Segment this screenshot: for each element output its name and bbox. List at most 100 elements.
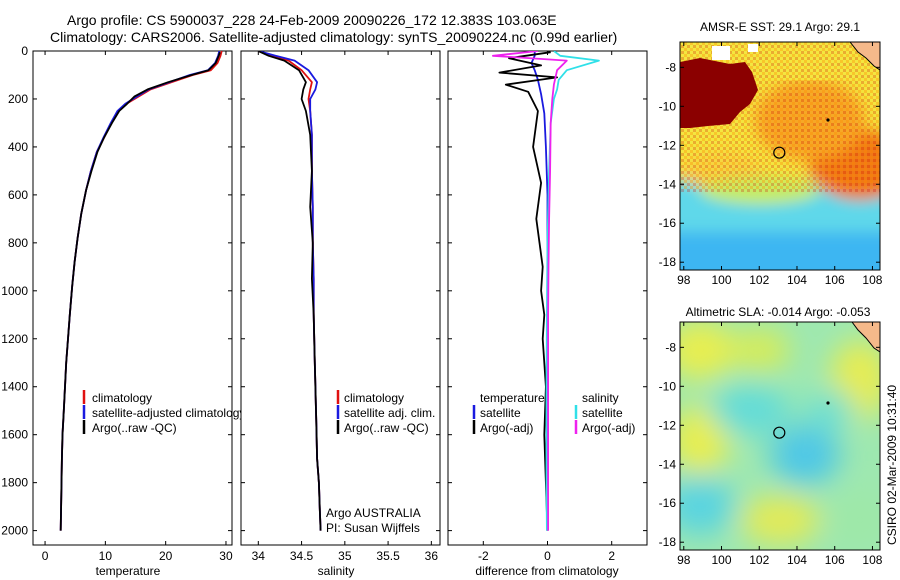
- map-x-tick-label: 100: [711, 553, 731, 567]
- salinity-axes-frame: [240, 50, 441, 546]
- sla-map-panel: Altimetric SLA: -0.014 Argo: -0.053 98 10…: [659, 305, 883, 567]
- salinity-panel: 34 34.5 35 35.5 36 salinity climatology sate…: [240, 50, 441, 578]
- legend-label-argo: Argo(..raw -QC): [344, 421, 429, 435]
- temperature-legend: climatology satellite-adjusted climatolo…: [82, 390, 245, 435]
- map-y-tick-label: -10: [659, 379, 677, 393]
- map-y-tick-label: -16: [659, 216, 677, 230]
- salinity-y-tick-marks: [241, 50, 440, 532]
- series-line-argo-raw-qc-: [257, 51, 322, 531]
- x-tick-label: 34: [252, 549, 266, 563]
- sst-argo-position-marker: [773, 146, 786, 159]
- sst-island-dot: [826, 118, 830, 122]
- map-x-tick-label: 106: [825, 553, 845, 567]
- figure-title-line2: Climatology: CARS2006. Satellite-adjuste…: [50, 29, 617, 45]
- legend-heading-temperature: temperature: [480, 391, 545, 405]
- depth-y-ticks: 0 200 400 600 800 1000 1200 1400 1600 1800 2000: [1, 44, 232, 538]
- map-y-tick-label: -8: [665, 340, 676, 354]
- map-y-tick-label: -18: [659, 535, 677, 549]
- y-tick-label: 1200: [1, 332, 28, 346]
- legend-label-sal-satellite: satellite: [582, 406, 623, 420]
- sla-map-title: Altimetric SLA: -0.014 Argo: -0.053: [686, 305, 871, 319]
- salinity-series: [257, 51, 322, 531]
- x-tick-label: 35: [338, 549, 352, 563]
- series-line-temperature-argo-adj-: [498, 51, 558, 531]
- x-tick-label: 0: [544, 549, 551, 563]
- legend-label-satellite: satellite adj. clim.: [344, 406, 435, 420]
- temperature-panel: 0 10 20 30 0 200 400 600 800 1000 1200 1400 1600 180…: [1, 44, 245, 578]
- sst-map-frame: [679, 41, 881, 271]
- y-tick-label: 0: [21, 44, 28, 58]
- x-tick-label: 10: [99, 549, 113, 563]
- map-y-tick-label: -16: [659, 496, 677, 510]
- temperature-series: [59, 51, 223, 531]
- temperature-x-ticks: 0 10 20 30: [42, 51, 233, 563]
- sla-land: [852, 322, 880, 352]
- map-x-tick-label: 106: [825, 273, 845, 287]
- sst-heatmap: [680, 42, 880, 270]
- legend-label-satellite: satellite-adjusted climatology: [92, 406, 245, 420]
- x-tick-label: 2: [608, 549, 615, 563]
- temperature-axes-frame: [32, 50, 233, 546]
- difference-legend: temperature satellite Argo(-adj) salinit…: [472, 391, 635, 435]
- difference-y-tick-marks: [448, 50, 647, 532]
- legend-label-temp-satellite: satellite: [480, 406, 521, 420]
- sst-land: [850, 42, 880, 70]
- legend-label-sal-argo: Argo(-adj): [582, 421, 635, 435]
- y-tick-label: 600: [8, 188, 28, 202]
- sla-map-ticks: 98 100 102 104 106 108 -8 -10 -12 -14 -16 -18: [659, 322, 883, 567]
- y-tick-label: 1000: [1, 284, 28, 298]
- map-y-tick-label: -12: [659, 138, 677, 152]
- y-tick-label: 1800: [1, 476, 28, 490]
- map-y-tick-label: -10: [659, 99, 677, 113]
- map-x-tick-label: 102: [749, 553, 769, 567]
- legend-label-argo: Argo(..raw -QC): [92, 421, 177, 435]
- y-tick-label: 2000: [1, 524, 28, 538]
- sst-map-ticks: 98 100 102 104 106 108 -8 -10 -12 -14 -16 -18: [659, 42, 883, 287]
- sla-heatmap: [680, 322, 880, 550]
- y-tick-label: 1600: [1, 428, 28, 442]
- series-line-salinity-argo-adj-: [491, 51, 568, 531]
- map-x-tick-label: 98: [677, 273, 691, 287]
- x-tick-label: 20: [159, 549, 173, 563]
- y-tick-label: 200: [8, 92, 28, 106]
- y-tick-label: 800: [8, 236, 28, 250]
- y-tick-label: 1400: [1, 380, 28, 394]
- salinity-x-ticks: 34 34.5 35 35.5 36: [252, 51, 439, 563]
- map-x-tick-label: 104: [787, 273, 807, 287]
- map-x-tick-label: 104: [787, 553, 807, 567]
- y-tick-label: 400: [8, 140, 28, 154]
- x-tick-label: -2: [478, 549, 489, 563]
- x-tick-label: 34.5: [290, 549, 314, 563]
- difference-panel: -2 0 2 difference from climatology tempera…: [447, 50, 648, 578]
- sla-argo-position-marker: [773, 426, 786, 439]
- series-line-argo-raw-qc-: [59, 51, 221, 531]
- difference-x-label: difference from climatology: [475, 564, 618, 578]
- map-y-tick-label: -8: [665, 60, 676, 74]
- map-y-tick-label: -14: [659, 177, 677, 191]
- legend-heading-salinity: salinity: [582, 391, 619, 405]
- map-x-tick-label: 102: [749, 273, 769, 287]
- legend-label-temp-argo: Argo(-adj): [480, 421, 533, 435]
- map-x-tick-label: 98: [677, 553, 691, 567]
- x-tick-label: 30: [219, 549, 233, 563]
- difference-x-ticks: -2 0 2: [478, 51, 615, 563]
- map-x-tick-label: 108: [862, 553, 882, 567]
- map-y-tick-label: -14: [659, 457, 677, 471]
- sla-island-dot: [826, 401, 830, 405]
- difference-series: [491, 51, 600, 531]
- x-tick-label: 0: [42, 549, 49, 563]
- salinity-x-label: salinity: [318, 564, 355, 578]
- sst-map-title: AMSR-E SST: 29.1 Argo: 29.1: [700, 20, 860, 34]
- map-y-tick-label: -12: [659, 418, 677, 432]
- sst-map-panel: AMSR-E SST: 29.1 Argo: 29.1 98 100 102 104 1…: [659, 20, 883, 287]
- x-tick-label: 35.5: [376, 549, 400, 563]
- map-x-tick-label: 100: [711, 273, 731, 287]
- legend-label-climatology: climatology: [92, 391, 152, 405]
- program-annotation: Argo AUSTRALIA: [326, 506, 421, 520]
- pi-annotation: PI: Susan Wijffels: [326, 521, 420, 535]
- map-x-tick-label: 108: [862, 273, 882, 287]
- x-tick-label: 36: [425, 549, 439, 563]
- sla-map-frame: [679, 321, 881, 551]
- figure-title-line1: Argo profile: CS 5900037_228 24-Feb-2009…: [67, 12, 557, 28]
